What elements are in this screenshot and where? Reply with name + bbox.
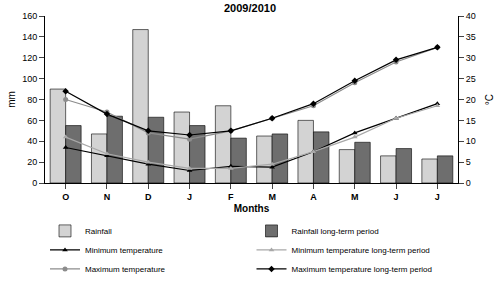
svg-text:80: 80 [27, 95, 37, 105]
svg-text:35: 35 [466, 32, 476, 42]
svg-text:0: 0 [466, 178, 471, 188]
svg-text:Minimum temperature long-term: Minimum temperature long-term period [292, 246, 430, 255]
svg-text:20: 20 [466, 95, 476, 105]
svg-text:60: 60 [27, 116, 37, 126]
svg-text:F: F [228, 192, 234, 202]
svg-text:40: 40 [466, 11, 476, 21]
svg-text:J: J [394, 192, 399, 202]
svg-text:N: N [104, 192, 111, 202]
svg-text:O: O [62, 192, 69, 202]
svg-text:J: J [187, 192, 192, 202]
svg-text:Maximum temperature long-term: Maximum temperature long-term period [292, 265, 433, 274]
svg-text:5: 5 [466, 157, 471, 167]
svg-text:25: 25 [466, 74, 476, 84]
svg-text:Months: Months [234, 203, 270, 214]
svg-text:20: 20 [27, 157, 37, 167]
svg-text:M: M [268, 192, 276, 202]
svg-text:120: 120 [22, 53, 37, 63]
svg-text:M: M [351, 192, 359, 202]
svg-text:10: 10 [466, 136, 476, 146]
svg-text:15: 15 [466, 116, 476, 126]
svg-text:mm: mm [6, 91, 17, 108]
svg-text:0: 0 [32, 178, 37, 188]
svg-text:Maximum temperature: Maximum temperature [85, 265, 166, 274]
svg-text:30: 30 [466, 53, 476, 63]
svg-text:°C: °C [484, 94, 495, 105]
svg-text:Rainfall long-term period: Rainfall long-term period [292, 227, 379, 236]
svg-text:J: J [435, 192, 440, 202]
svg-text:100: 100 [22, 74, 37, 84]
svg-text:D: D [145, 192, 152, 202]
svg-text:140: 140 [22, 32, 37, 42]
svg-text:40: 40 [27, 136, 37, 146]
svg-text:Minimum temperature: Minimum temperature [85, 246, 163, 255]
svg-text:160: 160 [22, 11, 37, 21]
svg-text:2009/2010: 2009/2010 [224, 2, 276, 14]
svg-text:Rainfall: Rainfall [85, 227, 112, 236]
svg-text:A: A [310, 192, 317, 202]
